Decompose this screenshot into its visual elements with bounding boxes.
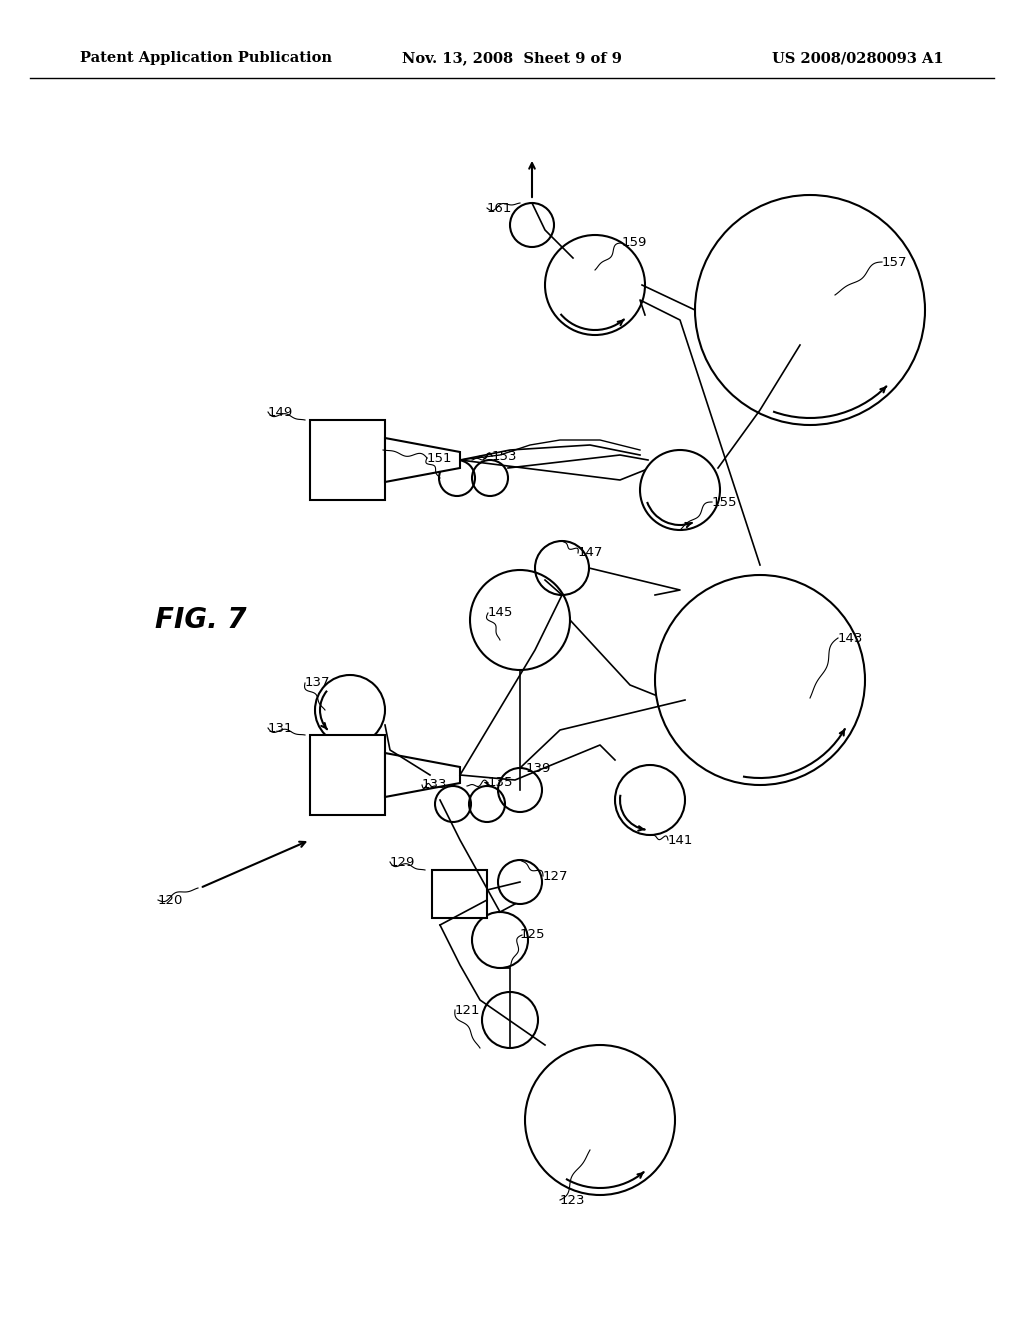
Text: 151: 151: [427, 451, 453, 465]
Text: 139: 139: [526, 762, 551, 775]
Text: 121: 121: [455, 1003, 480, 1016]
Bar: [432, 870, 487, 917]
Text: FIG. 7: FIG. 7: [155, 606, 247, 634]
Text: 127: 127: [543, 870, 568, 883]
Text: 161: 161: [487, 202, 512, 214]
Text: 159: 159: [622, 236, 647, 249]
Text: 145: 145: [488, 606, 513, 619]
Text: 155: 155: [712, 495, 737, 508]
Text: 133: 133: [422, 779, 447, 792]
Text: 135: 135: [488, 776, 513, 789]
Text: 129: 129: [390, 855, 416, 869]
Bar: [310, 735, 385, 814]
Text: US 2008/0280093 A1: US 2008/0280093 A1: [772, 51, 944, 65]
Text: 157: 157: [882, 256, 907, 268]
Polygon shape: [385, 438, 460, 482]
Text: 120: 120: [158, 894, 183, 907]
Text: Patent Application Publication: Patent Application Publication: [80, 51, 332, 65]
Text: 125: 125: [520, 928, 546, 941]
Text: Nov. 13, 2008  Sheet 9 of 9: Nov. 13, 2008 Sheet 9 of 9: [402, 51, 622, 65]
Text: 137: 137: [305, 676, 331, 689]
Bar: [310, 420, 385, 500]
Text: 123: 123: [560, 1193, 586, 1206]
Text: 147: 147: [578, 546, 603, 560]
Text: 153: 153: [492, 450, 517, 462]
Text: 131: 131: [268, 722, 294, 734]
Text: 143: 143: [838, 631, 863, 644]
Text: 149: 149: [268, 405, 293, 418]
Text: 141: 141: [668, 833, 693, 846]
Polygon shape: [385, 752, 460, 797]
